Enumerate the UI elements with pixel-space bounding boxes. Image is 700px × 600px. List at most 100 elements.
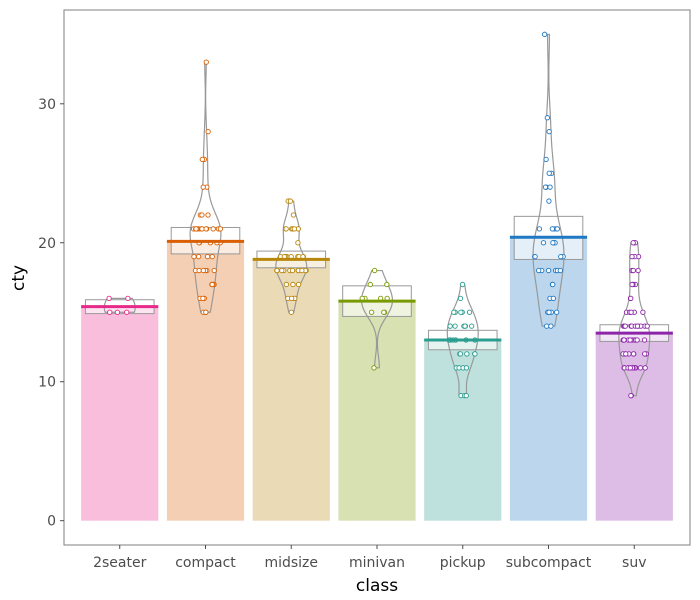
- point-2seater: [114, 309, 121, 315]
- point-suv: [640, 309, 646, 315]
- point-subcompact: [547, 184, 553, 190]
- point-2seater: [124, 309, 130, 315]
- point-pickup: [458, 309, 464, 315]
- point-subcompact: [557, 267, 563, 274]
- point-subcompact: [546, 170, 552, 176]
- x-axis-title: class: [356, 576, 398, 596]
- point-midsize: [289, 267, 296, 274]
- point-suv: [630, 351, 637, 357]
- point-pickup: [451, 309, 457, 315]
- point-subcompact: [550, 281, 556, 288]
- point-suv: [629, 254, 635, 260]
- point-minivan: [381, 309, 387, 315]
- point-minivan: [371, 267, 378, 274]
- point-suv: [634, 337, 640, 343]
- x-tick-label-subcompact: subcompact: [506, 555, 592, 571]
- point-midsize: [283, 281, 290, 288]
- x-tick-label-midsize: midsize: [264, 555, 318, 571]
- point-compact: [210, 226, 216, 232]
- point-suv: [628, 295, 634, 301]
- point-compact: [211, 267, 217, 274]
- point-midsize: [287, 198, 294, 204]
- point-suv: [644, 323, 650, 329]
- bar-compact: [166, 241, 245, 521]
- x-tick-label-2seater: 2seater: [93, 555, 146, 571]
- point-minivan: [367, 281, 373, 288]
- point-suv: [630, 267, 636, 274]
- point-subcompact: [550, 240, 556, 246]
- point-2seater: [125, 295, 131, 301]
- point-suv: [634, 323, 641, 329]
- plot-background: [64, 10, 690, 545]
- point-midsize: [299, 267, 305, 274]
- point-suv: [642, 365, 648, 371]
- point-subcompact: [536, 226, 543, 232]
- point-subcompact: [536, 267, 542, 274]
- point-minivan: [371, 365, 377, 371]
- point-subcompact: [546, 128, 552, 135]
- bars-layer: [81, 237, 673, 521]
- point-midsize: [290, 212, 297, 218]
- point-compact: [191, 254, 197, 260]
- point-subcompact: [545, 267, 552, 274]
- y-axis-title: cty: [9, 265, 29, 291]
- point-suv: [623, 351, 629, 357]
- point-pickup: [463, 365, 470, 371]
- point-subcompact: [554, 309, 560, 315]
- point-suv: [627, 337, 633, 343]
- point-compact: [200, 267, 207, 274]
- bar-minivan: [338, 301, 416, 521]
- point-compact: [199, 226, 205, 232]
- point-pickup: [466, 309, 473, 315]
- point-midsize: [290, 281, 296, 288]
- point-compact: [209, 254, 215, 260]
- point-midsize: [295, 240, 301, 246]
- violin-minivan: [360, 269, 394, 369]
- point-midsize: [283, 226, 289, 232]
- x-tick-label-minivan: minivan: [349, 555, 405, 571]
- point-compact: [203, 309, 209, 315]
- point-midsize: [274, 267, 280, 274]
- x-tick-label-suv: suv: [622, 555, 646, 571]
- point-compact: [203, 59, 209, 65]
- y-tick-label-30: 30: [38, 97, 56, 113]
- bar-midsize: [252, 259, 330, 521]
- point-compact: [195, 254, 202, 260]
- point-2seater: [106, 295, 112, 301]
- point-midsize: [288, 309, 294, 315]
- point-subcompact: [549, 226, 555, 232]
- point-subcompact: [544, 115, 550, 121]
- bar-subcompact: [509, 237, 588, 521]
- point-midsize: [288, 295, 295, 301]
- y-tick-label-20: 20: [38, 236, 56, 252]
- point-subcompact: [543, 156, 549, 163]
- violin-subcompact: [532, 33, 565, 327]
- point-pickup: [469, 323, 475, 329]
- point-suv: [621, 337, 627, 343]
- x-tick-label-compact: compact: [175, 555, 236, 571]
- point-compact: [200, 184, 206, 190]
- point-subcompact: [548, 323, 554, 329]
- point-suv: [635, 267, 641, 274]
- x-tick-label-pickup: pickup: [440, 555, 486, 571]
- point-compact: [205, 212, 211, 218]
- point-suv: [627, 365, 633, 371]
- point-suv: [628, 309, 634, 315]
- bar-suv: [595, 333, 673, 521]
- point-midsize: [279, 267, 285, 274]
- point-midsize: [295, 281, 302, 288]
- point-pickup: [457, 295, 464, 301]
- point-pickup: [464, 351, 470, 357]
- point-compact: [199, 156, 205, 163]
- y-axis: 0 10 20 30: [38, 97, 64, 530]
- point-pickup: [462, 323, 468, 329]
- point-suv: [642, 351, 648, 357]
- point-compact: [199, 212, 205, 218]
- y-tick-label-10: 10: [38, 375, 56, 391]
- point-pickup: [463, 392, 469, 399]
- point-subcompact: [558, 254, 564, 260]
- point-suv: [637, 365, 644, 371]
- point-subcompact: [546, 309, 552, 315]
- point-2seater: [107, 309, 113, 315]
- point-compact: [209, 281, 215, 288]
